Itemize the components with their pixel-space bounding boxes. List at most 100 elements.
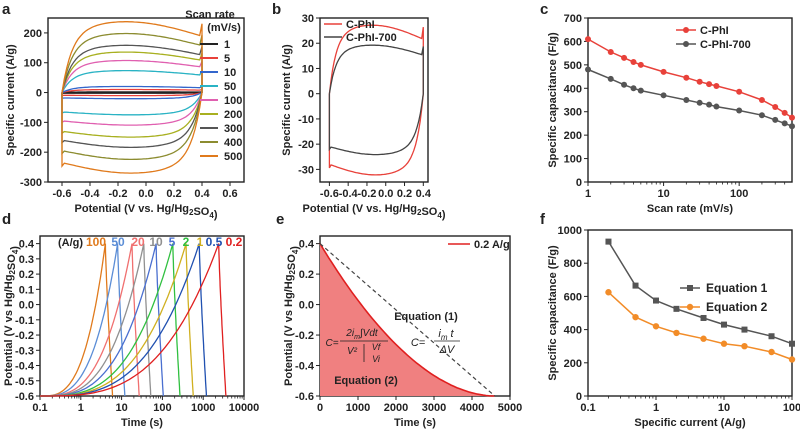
panel-letter: c — [540, 1, 548, 18]
y-tick-label: 20 — [302, 38, 314, 50]
plot-frame — [587, 229, 793, 397]
y-tick-label: 0.1 — [19, 284, 34, 296]
rate-label: 10 — [149, 235, 163, 249]
y-tick-label: 0 — [36, 88, 42, 100]
rate-label: 0.2 — [226, 235, 243, 249]
data-point — [683, 74, 690, 81]
x-axis-label: Specific current (A/g) — [634, 417, 746, 429]
x-tick-label: 1 — [585, 188, 591, 200]
data-point — [713, 82, 720, 89]
x-tick-label: 1 — [653, 402, 659, 414]
x-tick-label: 10000 — [229, 402, 260, 414]
data-point — [585, 66, 591, 73]
legend-label: 200 — [224, 109, 242, 121]
x-tick-label: 0 — [317, 402, 323, 414]
panel-c: c 0 100 200 300 400 500 600 700 1 10 100 Scan rate (… — [540, 1, 795, 215]
equation-2: C= 2im∫Vdt V² Vf Vi — [325, 328, 388, 364]
y-tick-label: -0.4 — [15, 361, 35, 373]
legend-title: Scan rate — [185, 9, 235, 21]
y-axis-label: Potential (V vs Hg/Hg2SO4) — [283, 246, 301, 386]
data-point — [768, 333, 775, 340]
y-tick-label: -0.6 — [15, 391, 34, 403]
x-tick-label: 0.2 — [397, 188, 412, 200]
data-point — [741, 343, 748, 350]
eq2-numerator: 2im∫Vdt — [345, 328, 379, 341]
data-point — [637, 61, 644, 68]
legend-label: C-PhI — [346, 19, 375, 31]
y-tick-label: 0.0 — [299, 300, 314, 312]
data-point — [720, 340, 728, 347]
legend-marker — [683, 27, 689, 33]
panel-letter: b — [272, 1, 281, 18]
discharge-curve — [319, 243, 495, 397]
equation-2-label: Equation (2) — [334, 375, 398, 387]
x-tick-label: -0.2 — [109, 188, 128, 200]
y-tick-label: 0 — [308, 89, 314, 101]
cv-curve-C-PhI — [328, 24, 424, 176]
legend-label: 300 — [224, 123, 242, 135]
data-point — [632, 313, 639, 321]
x-axis-label: Potential (V vs. Hg/Hg2SO4) — [303, 203, 446, 221]
gcd-curve-0.2 — [40, 243, 227, 397]
y-tick-label: 0.4 — [19, 239, 35, 251]
legend-marker — [687, 285, 693, 291]
y-tick-label: 400 — [564, 83, 582, 95]
cv-curve-1 — [61, 91, 203, 94]
data-point — [736, 107, 743, 114]
eq1-lhs: C= — [411, 337, 426, 349]
data-point — [630, 85, 637, 92]
data-point — [736, 88, 743, 95]
y-tick-label: -0.2 — [15, 330, 34, 342]
legend-label: 50 — [224, 81, 236, 93]
x-tick-label: 1000 — [346, 402, 370, 414]
y-tick-label: 700 — [564, 13, 582, 25]
y-axis-label: Specific capacitance (F/g) — [547, 32, 559, 168]
data-point — [673, 305, 680, 312]
data-point — [706, 101, 713, 108]
data-point — [630, 59, 637, 66]
y-axis-label: Specific current (A/g) — [281, 44, 293, 156]
eq2-upper: Vf — [372, 342, 382, 352]
data-point — [621, 54, 628, 61]
y-tick-label: 600 — [564, 291, 582, 303]
data-point — [789, 123, 795, 130]
eq2-lower: Vi — [372, 354, 381, 364]
legend-unit: (mV/s) — [207, 22, 241, 34]
data-point — [741, 326, 748, 333]
x-tick-label: 0.4 — [194, 188, 210, 200]
data-point — [607, 48, 614, 55]
data-point — [696, 99, 703, 106]
y-tick-label: 0.2 — [19, 269, 34, 281]
x-tick-label: 10 — [657, 188, 669, 200]
x-tick-label: -0.2 — [357, 188, 376, 200]
y-tick-label: 400 — [564, 325, 582, 337]
x-tick-label: 100 — [783, 402, 800, 414]
data-point — [632, 282, 639, 289]
y-axis-label: Specific current (A/g) — [5, 44, 17, 156]
legend-label: C-PhI-700 — [346, 32, 397, 44]
legend-label: C-PhI-700 — [700, 39, 751, 51]
panel-letter: a — [2, 1, 11, 18]
panel-letter: f — [540, 211, 546, 228]
legend-label: C-PhI — [700, 25, 729, 37]
x-tick-label: 0.0 — [138, 188, 153, 200]
x-axis-label: Scan rate (mV/s) — [647, 203, 734, 215]
legend-label: 5 — [224, 53, 230, 65]
x-tick-label: -0.4 — [339, 188, 359, 200]
y-tick-label: 200 — [24, 28, 42, 40]
rate-label: 2 — [183, 235, 190, 249]
data-point — [696, 78, 703, 85]
legend-label: 100 — [224, 95, 242, 107]
x-tick-label: 10 — [115, 402, 127, 414]
x-tick-label: -0.6 — [320, 188, 339, 200]
legend-label: Equation 2 — [706, 300, 768, 314]
data-point — [706, 81, 713, 88]
legend-label: 400 — [224, 137, 242, 149]
panel-d: d -0.6 -0.5 -0.4 -0.3 -0.2 -0.1 0.0 0.1 0.2 0.3 0.4… — [2, 211, 259, 429]
y-tick-label: -300 — [20, 177, 42, 189]
data-point — [713, 103, 720, 110]
x-axis-label: Potential (V vs. Hg/Hg2SO4) — [75, 203, 218, 221]
x-tick-label: 1000 — [191, 402, 215, 414]
y-tick-label: -0.2 — [295, 330, 314, 342]
